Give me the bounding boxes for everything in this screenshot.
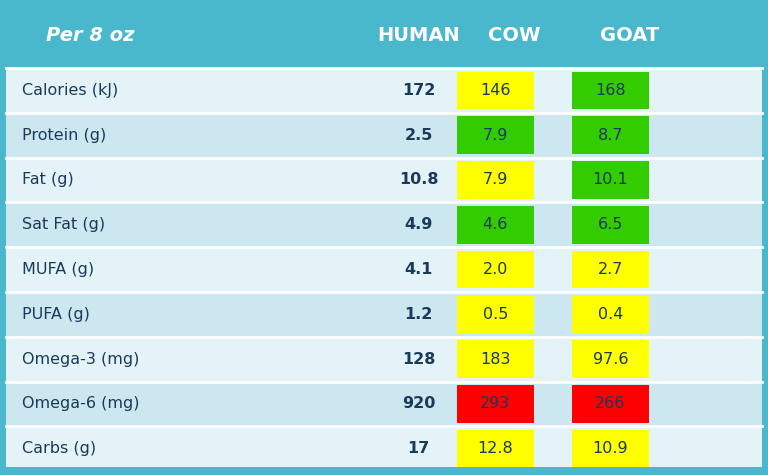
Text: 2.0: 2.0 bbox=[482, 262, 508, 277]
Text: 0.5: 0.5 bbox=[482, 307, 508, 322]
Bar bbox=[6, 4, 762, 68]
Bar bbox=[457, 295, 534, 333]
Bar bbox=[457, 251, 534, 288]
Bar bbox=[457, 116, 534, 154]
Bar bbox=[457, 206, 534, 244]
Text: 128: 128 bbox=[402, 352, 435, 367]
Text: 10.9: 10.9 bbox=[593, 441, 628, 456]
Bar bbox=[6, 202, 762, 247]
Bar bbox=[457, 72, 534, 109]
Text: 920: 920 bbox=[402, 397, 435, 411]
Bar bbox=[6, 427, 762, 471]
Text: 168: 168 bbox=[595, 83, 626, 98]
Text: 4.6: 4.6 bbox=[482, 217, 508, 232]
Bar bbox=[572, 161, 649, 199]
Text: COW: COW bbox=[488, 26, 541, 46]
Text: 10.8: 10.8 bbox=[399, 172, 439, 188]
Text: Per 8 oz: Per 8 oz bbox=[46, 26, 134, 46]
Text: 97.6: 97.6 bbox=[593, 352, 628, 367]
Text: 12.8: 12.8 bbox=[478, 441, 513, 456]
Bar bbox=[572, 385, 649, 423]
Text: HUMAN: HUMAN bbox=[377, 26, 460, 46]
Text: 10.1: 10.1 bbox=[593, 172, 628, 188]
Bar bbox=[6, 292, 762, 337]
Bar bbox=[6, 158, 762, 202]
Text: Protein (g): Protein (g) bbox=[22, 128, 106, 142]
Bar bbox=[572, 206, 649, 244]
Text: 17: 17 bbox=[408, 441, 429, 456]
Text: MUFA (g): MUFA (g) bbox=[22, 262, 94, 277]
Text: Sat Fat (g): Sat Fat (g) bbox=[22, 217, 104, 232]
Text: 8.7: 8.7 bbox=[598, 128, 624, 142]
Text: 266: 266 bbox=[595, 397, 626, 411]
Bar bbox=[457, 385, 534, 423]
Text: 2.7: 2.7 bbox=[598, 262, 624, 277]
Bar bbox=[572, 341, 649, 378]
Text: 1.2: 1.2 bbox=[405, 307, 432, 322]
Bar bbox=[572, 430, 649, 467]
Text: Calories (kJ): Calories (kJ) bbox=[22, 83, 118, 98]
Text: Fat (g): Fat (g) bbox=[22, 172, 73, 188]
Text: 4.9: 4.9 bbox=[405, 217, 432, 232]
Text: 0.4: 0.4 bbox=[598, 307, 624, 322]
Bar bbox=[457, 161, 534, 199]
Bar bbox=[572, 295, 649, 333]
Text: GOAT: GOAT bbox=[600, 26, 660, 46]
Bar bbox=[572, 72, 649, 109]
Bar bbox=[572, 116, 649, 154]
Text: 6.5: 6.5 bbox=[598, 217, 624, 232]
Text: 7.9: 7.9 bbox=[482, 172, 508, 188]
Bar bbox=[457, 430, 534, 467]
Text: PUFA (g): PUFA (g) bbox=[22, 307, 89, 322]
Bar bbox=[572, 251, 649, 288]
Bar bbox=[6, 337, 762, 381]
Bar bbox=[0, 467, 768, 475]
Bar bbox=[457, 341, 534, 378]
Text: Omega-3 (mg): Omega-3 (mg) bbox=[22, 352, 139, 367]
Bar bbox=[6, 247, 762, 292]
Text: 183: 183 bbox=[480, 352, 511, 367]
Text: 4.1: 4.1 bbox=[405, 262, 432, 277]
Text: 7.9: 7.9 bbox=[482, 128, 508, 142]
Text: 146: 146 bbox=[480, 83, 511, 98]
Text: 293: 293 bbox=[480, 397, 511, 411]
Text: Omega-6 (mg): Omega-6 (mg) bbox=[22, 397, 139, 411]
Bar bbox=[6, 68, 762, 113]
Bar bbox=[6, 381, 762, 427]
Text: Carbs (g): Carbs (g) bbox=[22, 441, 96, 456]
Text: 2.5: 2.5 bbox=[405, 128, 432, 142]
Text: 172: 172 bbox=[402, 83, 435, 98]
Bar bbox=[6, 113, 762, 158]
